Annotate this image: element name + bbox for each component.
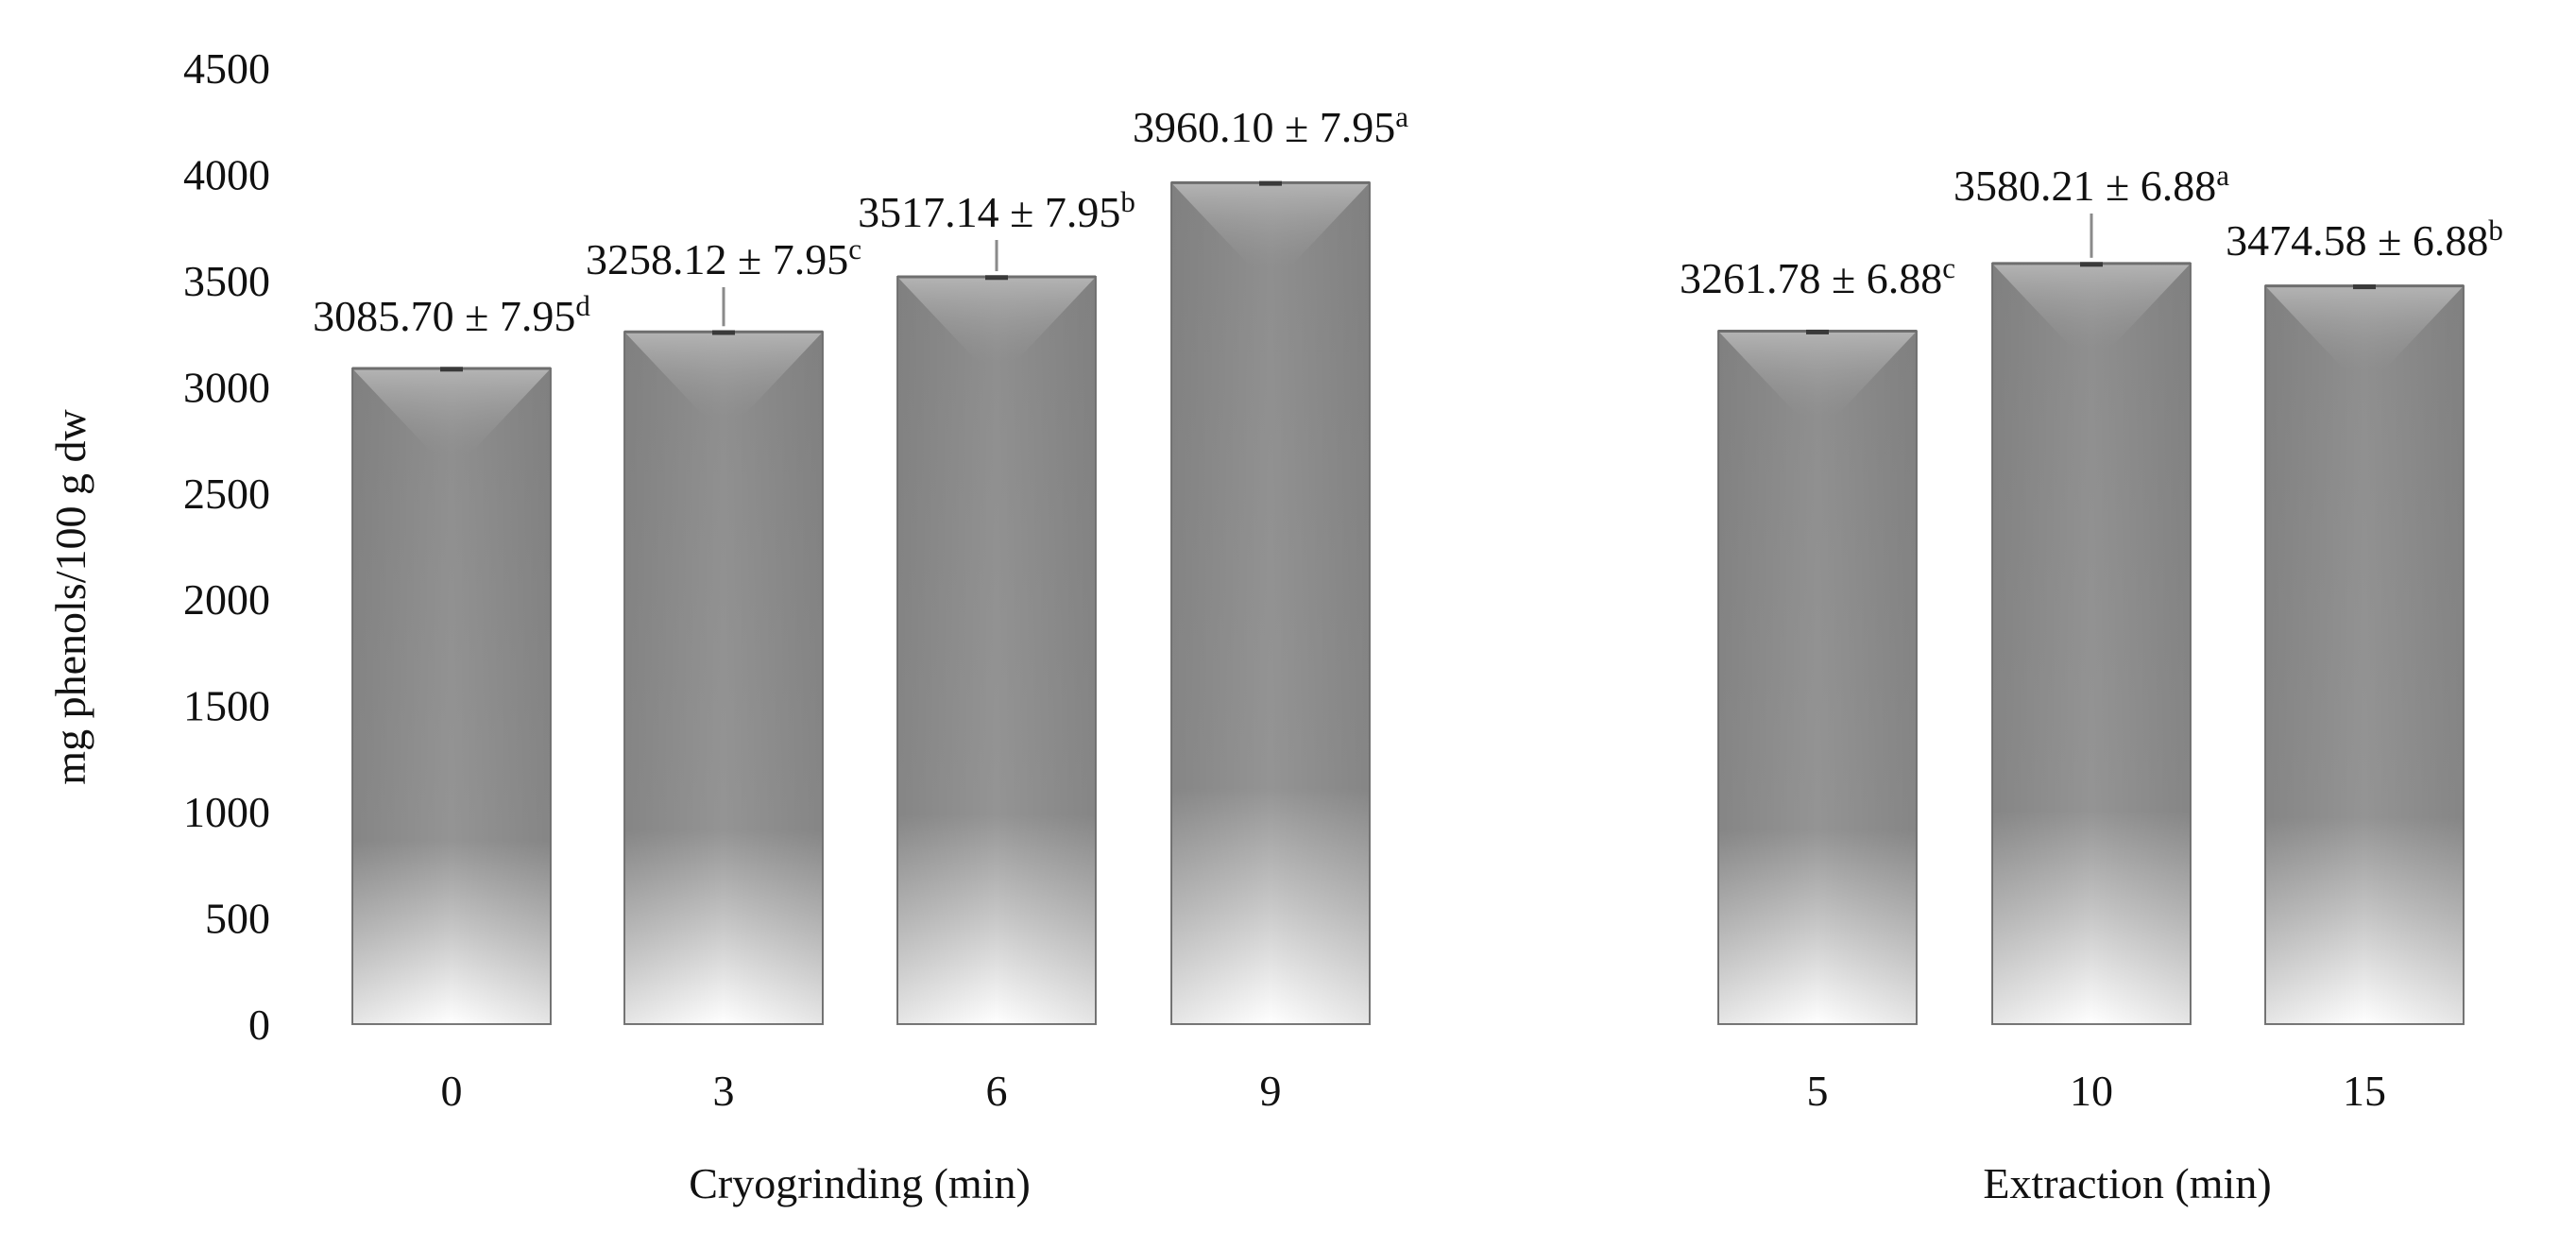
x-axis-titles: Cryogrinding (min) Extraction (min) xyxy=(689,1159,2271,1207)
y-tick-label: 0 xyxy=(248,1001,270,1049)
y-tick-label: 2500 xyxy=(183,470,270,518)
data-label-value: 3960.10 ± 7.95 xyxy=(1133,103,1395,151)
y-tick-label: 1500 xyxy=(183,682,270,730)
y-axis-ticks: 0 500 1000 1500 2000 2500 3000 3500 4000 4500 xyxy=(183,44,270,1049)
significance-letter: b xyxy=(1120,185,1135,218)
data-label: 3258.12 ± 7.95c xyxy=(586,232,862,283)
error-bar xyxy=(440,367,463,372)
data-label-value: 3085.70 ± 7.95 xyxy=(313,292,575,340)
significance-letter: b xyxy=(2488,214,2503,247)
bar-top-bevel xyxy=(897,277,1096,363)
x-tick-label: 6 xyxy=(986,1067,1008,1115)
significance-letter: a xyxy=(2216,159,2229,192)
error-bar xyxy=(2080,262,2103,267)
x-axis-title: Extraction (min) xyxy=(1983,1159,2271,1207)
data-label: 3474.58 ± 6.88b xyxy=(2226,214,2503,265)
x-tick-label: 3 xyxy=(713,1067,735,1115)
data-label: 3261.78 ± 6.88c xyxy=(1680,251,1955,302)
data-label-value: 3258.12 ± 7.95 xyxy=(586,235,848,283)
x-tick-label: 15 xyxy=(2343,1067,2386,1115)
bar-shade xyxy=(624,332,823,1024)
error-bars xyxy=(440,180,2376,372)
x-axis-title: Cryogrinding (min) xyxy=(689,1159,1031,1207)
significance-letter: c xyxy=(848,232,862,265)
y-tick-label: 2000 xyxy=(183,575,270,624)
bar-shade xyxy=(1992,263,2191,1024)
data-label: 3580.21 ± 6.88a xyxy=(1953,159,2229,210)
bar-shade xyxy=(897,277,1096,1024)
data-label: 3517.14 ± 7.95b xyxy=(858,185,1135,236)
data-label-value: 3261.78 ± 6.88 xyxy=(1680,254,1942,302)
x-tick-label: 5 xyxy=(1807,1067,1829,1115)
x-tick-label: 10 xyxy=(2070,1067,2113,1115)
y-axis-title: mg phenols/100 g dw xyxy=(46,409,94,785)
bar-shade xyxy=(352,368,551,1024)
bar-top-bevel xyxy=(2265,285,2464,371)
x-tick-label: 0 xyxy=(441,1067,463,1115)
data-label-value: 3517.14 ± 7.95 xyxy=(858,188,1120,236)
significance-letter: a xyxy=(1395,100,1408,133)
bar-top-bevel xyxy=(624,332,823,418)
significance-letter: c xyxy=(1942,251,1955,284)
error-bar xyxy=(985,275,1008,281)
data-label-value: 3580.21 ± 6.88 xyxy=(1953,162,2216,210)
y-tick-label: 4000 xyxy=(183,150,270,198)
bar-top-bevel xyxy=(1718,331,1917,417)
y-tick-label: 4500 xyxy=(183,44,270,93)
bar-top-bevel xyxy=(1992,263,2191,349)
error-bar xyxy=(712,330,735,335)
significance-letter: d xyxy=(575,289,590,322)
data-label: 3960.10 ± 7.95a xyxy=(1133,100,1408,151)
bar-top-bevel xyxy=(1171,182,1370,268)
x-tick-label: 9 xyxy=(1260,1067,1282,1115)
x-axis-ticks: 0 3 6 9 5 10 15 xyxy=(441,1067,2387,1115)
y-tick-label: 3000 xyxy=(183,363,270,411)
error-bar xyxy=(1259,180,1282,186)
bar-top-bevel xyxy=(352,368,551,454)
data-label: 3085.70 ± 7.95d xyxy=(313,289,590,340)
y-tick-label: 500 xyxy=(205,895,270,943)
bar-shade xyxy=(1171,182,1370,1025)
bars xyxy=(351,180,2465,1026)
error-bar xyxy=(1806,329,1829,334)
bar-shade xyxy=(1718,331,1917,1024)
y-tick-label: 1000 xyxy=(183,788,270,836)
error-bar xyxy=(2353,284,2376,290)
bar-shade xyxy=(2265,285,2464,1024)
data-label-value: 3474.58 ± 6.88 xyxy=(2226,216,2488,265)
y-tick-label: 3500 xyxy=(183,257,270,305)
